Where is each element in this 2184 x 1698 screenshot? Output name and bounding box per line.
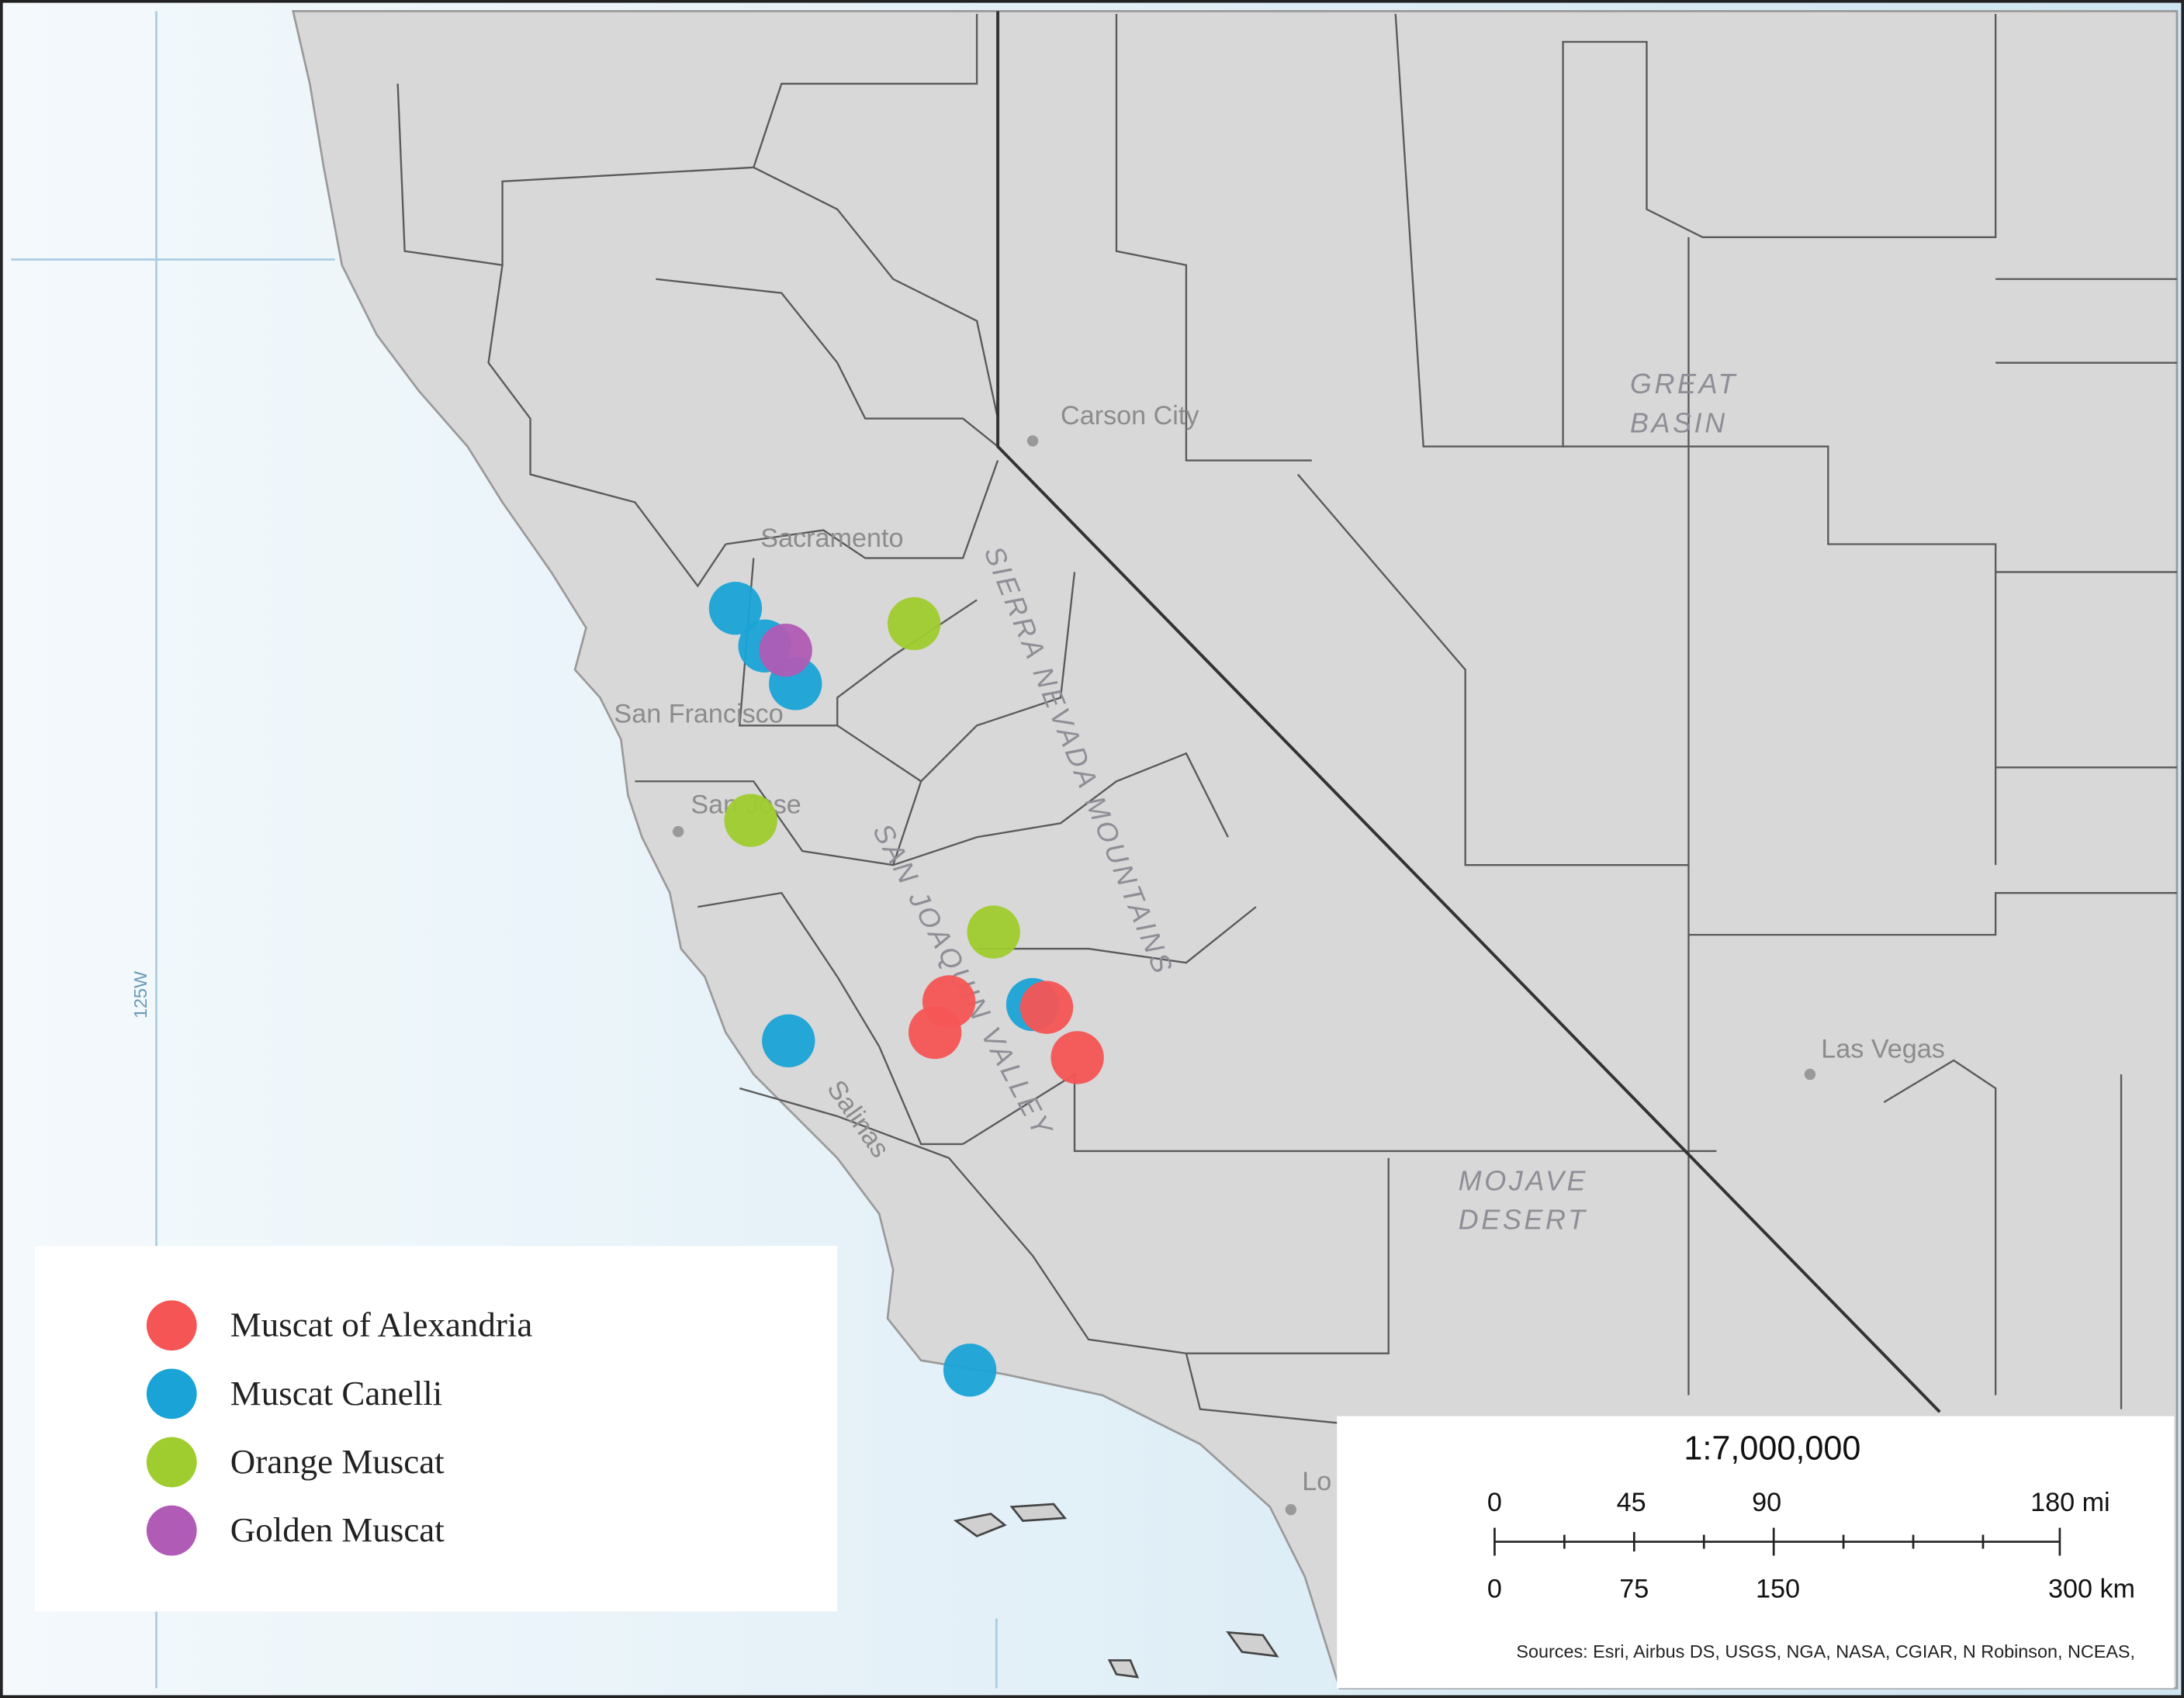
scale-ratio: 1:7,000,000	[1684, 1430, 1860, 1467]
marker	[672, 825, 684, 838]
map-feature	[1009, 1503, 1068, 1522]
map-feature	[656, 278, 999, 448]
marker	[1285, 1503, 1297, 1516]
place-label: Lo	[1302, 1467, 1331, 1496]
map-feature	[1296, 473, 1689, 866]
map-feature	[1493, 1527, 2061, 1556]
map-feature	[1107, 1659, 1140, 1679]
map-feature	[739, 1087, 1390, 1354]
marker	[1050, 1031, 1104, 1084]
marker	[1026, 435, 1039, 447]
marker	[908, 1005, 962, 1060]
marker	[1804, 1068, 1816, 1081]
map-feature	[953, 1513, 1007, 1537]
map-feature	[1995, 278, 2177, 769]
marker	[967, 905, 1020, 959]
scale-km: 150	[1756, 1574, 1800, 1603]
marker	[1019, 980, 1074, 1034]
scale-mi: 180 mi	[2030, 1488, 2110, 1517]
region-label: MOJAVE	[1459, 1164, 1588, 1196]
map-feature	[753, 166, 999, 419]
marker	[708, 582, 763, 635]
legend: Muscat of Alexandria Muscat Canelli Orange…	[34, 1246, 838, 1612]
marker	[762, 1014, 815, 1067]
map-feature	[1394, 13, 1997, 448]
map-feature: Muscat of Alexandria Muscat Canelli Orange…	[146, 1300, 533, 1556]
land	[292, 10, 2179, 1689]
map-feature	[892, 752, 1229, 866]
scale-km: 300 km	[2048, 1574, 2135, 1603]
legend-swatch	[146, 1368, 197, 1420]
marker	[943, 1344, 997, 1397]
marker	[759, 624, 812, 677]
map-feature	[1337, 1416, 2175, 1689]
legend-label: Muscat Canelli	[230, 1374, 442, 1413]
scale-mi: 90	[1752, 1488, 1781, 1517]
state-border	[996, 11, 1941, 1413]
scale-box: 1:7,000,000 0 45 90 180 mi 0 75 150 300 …	[1337, 1416, 2175, 1689]
graticule-label: 125W	[130, 971, 151, 1018]
islands	[953, 1503, 1279, 1679]
map-feature	[962, 1072, 1717, 1153]
scale-mi: 0	[1487, 1488, 1502, 1517]
map-feature	[697, 891, 964, 1146]
legend-label: Muscat of Alexandria	[230, 1305, 533, 1344]
map-feature	[725, 460, 999, 559]
scale-mi: 45	[1617, 1488, 1646, 1517]
region-label: DESERT	[1459, 1204, 1588, 1236]
place-label: Sacramento	[760, 524, 903, 553]
place-label: San Francisco	[614, 700, 783, 729]
points	[708, 582, 1104, 1397]
legend-label: Golden Muscat	[230, 1510, 445, 1549]
legend-swatch	[146, 1300, 197, 1351]
map-feature	[1185, 1353, 1340, 1424]
map-feature	[1688, 891, 2177, 936]
map-feature	[487, 265, 727, 588]
sources: Sources: Esri, Airbus DS, USGS, NGA, NAS…	[1516, 1641, 2135, 1662]
map-feature	[34, 1246, 838, 1612]
scale-km: 75	[1619, 1574, 1649, 1603]
map-feature	[977, 906, 1257, 964]
map-feature	[1563, 445, 1997, 866]
place-label: Las Vegas	[1821, 1034, 1945, 1063]
legend-swatch	[146, 1437, 197, 1488]
legend-swatch	[146, 1505, 197, 1556]
map-feature	[1115, 13, 1312, 462]
marker	[887, 597, 941, 651]
map-feature	[1226, 1631, 1279, 1658]
map-feature	[836, 572, 1076, 783]
scale-km: 0	[1487, 1574, 1502, 1603]
map-feature	[396, 13, 978, 267]
map-feature	[635, 780, 922, 866]
county-borders	[396, 13, 2177, 1424]
region-label: GREAT	[1630, 368, 1738, 399]
marker	[724, 794, 777, 847]
legend-label: Orange Muscat	[230, 1442, 445, 1481]
map-feature	[1883, 1059, 2123, 1409]
region-label: BASIN	[1630, 407, 1728, 439]
place-label: Carson City	[1061, 401, 1199, 431]
